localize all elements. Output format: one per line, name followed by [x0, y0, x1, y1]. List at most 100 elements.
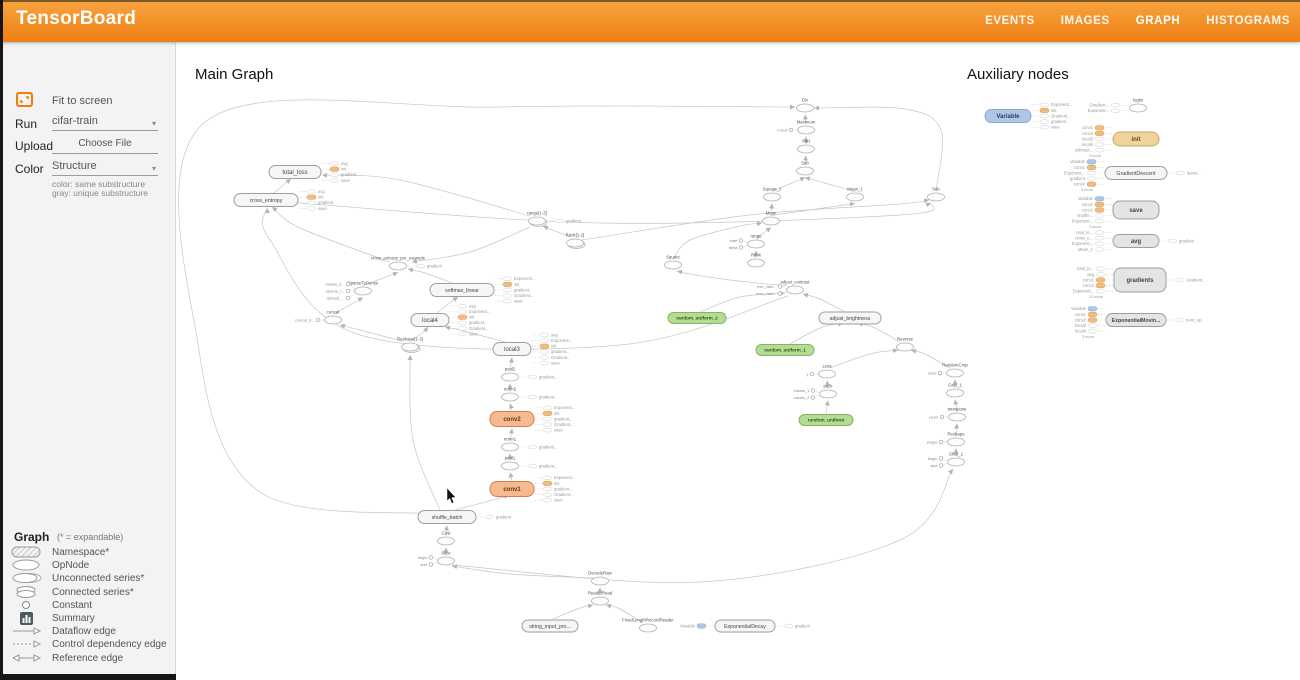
- graph-node-square[interactable]: Square: [664, 255, 682, 270]
- svg-text:3 more: 3 more: [1081, 187, 1093, 192]
- svg-text:RandomCrop: RandomCrop: [942, 363, 968, 368]
- graph-node-total_loss[interactable]: total_loss: [268, 165, 322, 179]
- svg-text:Exponent...: Exponent...: [1051, 102, 1072, 107]
- graph-node-square1[interactable]: Square_1: [763, 187, 782, 202]
- svg-text:gradient...: gradient...: [539, 444, 558, 449]
- graph-node-transpose[interactable]: transpose: [948, 407, 967, 422]
- svg-text:conv1: conv1: [1075, 312, 1087, 317]
- graph-node-ema[interactable]: ExponentialMovin...: [1105, 313, 1167, 327]
- graph-node-softmax_linear[interactable]: softmax_linear: [429, 283, 495, 297]
- graph-node-maximum[interactable]: Maximum: [797, 120, 816, 135]
- graph-node-gd[interactable]: GradientDescent: [1104, 166, 1168, 180]
- graph-node-mean[interactable]: Mean: [762, 211, 780, 226]
- svg-text:Variable: Variable: [996, 114, 1020, 120]
- node-stubs: gradient...: [547, 218, 585, 223]
- svg-text:local4: local4: [1082, 142, 1094, 147]
- legend-title: Graph: [14, 530, 50, 544]
- graph-node-rankc[interactable]: Rank: [747, 253, 765, 268]
- graph-node-reshape13[interactable]: Reshape[1-3]: [397, 337, 423, 353]
- graph-node-norm1[interactable]: norm1: [501, 437, 519, 452]
- upload-file-button[interactable]: Choose File: [52, 137, 158, 154]
- svg-text:Gradient...: Gradient...: [551, 355, 571, 360]
- svg-text:values_2: values_2: [793, 395, 810, 400]
- color-select[interactable]: Structure ▾: [52, 160, 158, 176]
- graph-node-range13[interactable]: range[1-3]: [527, 211, 548, 227]
- nav-tab-histograms[interactable]: HISTOGRAMS: [1206, 15, 1290, 27]
- nav-tab-graph[interactable]: GRAPH: [1135, 15, 1181, 27]
- svg-text:cross_entropy: cross_entropy: [250, 198, 283, 204]
- node-stubs: gradient...: [520, 374, 558, 379]
- svg-text:Div: Div: [802, 98, 809, 103]
- graph-canvas[interactable]: total_lossavginitgradientsavecross_entro…: [176, 42, 1300, 680]
- run-select[interactable]: cifar-train ▾: [52, 115, 158, 131]
- graph-node-pool2[interactable]: pool2: [501, 367, 519, 382]
- graph-node-string_input[interactable]: string_input_pro...: [521, 619, 579, 633]
- graph-node-less[interactable]: Less: [818, 364, 836, 379]
- svg-text:3 more: 3 more: [1089, 224, 1101, 229]
- graph-node-readerread[interactable]: ReaderRead: [588, 591, 613, 606]
- graph-node-cast[interactable]: Cast: [437, 531, 455, 546]
- svg-text:cross_e...: cross_e...: [1075, 236, 1093, 241]
- graph-node-ru1[interactable]: random_uniform_1: [755, 344, 815, 356]
- graph-node-adjust_brightness[interactable]: adjust_brightness: [818, 311, 882, 325]
- fit-to-screen-icon[interactable]: [16, 92, 33, 107]
- graph-node-sub1[interactable]: Sub: [796, 161, 814, 176]
- graph-node-local3[interactable]: local3: [492, 342, 532, 356]
- graph-node-save[interactable]: save: [1112, 200, 1160, 220]
- svg-text:Reshape: Reshape: [947, 432, 965, 437]
- svg-text:begin: begin: [418, 555, 428, 560]
- graph-node-ru2[interactable]: random_uniform_2: [667, 312, 727, 324]
- svg-text:save: save: [1051, 125, 1061, 130]
- svg-text:conv1: conv1: [1082, 125, 1094, 130]
- graph-node-ru0[interactable]: random_uniform: [798, 414, 854, 426]
- graph-node-conv2[interactable]: conv2: [489, 411, 535, 427]
- svg-text:local3: local3: [1082, 136, 1094, 141]
- graph-node-cross_entropy[interactable]: cross_entropy: [233, 193, 299, 207]
- graph-node-rank12[interactable]: Rank[1-2]: [566, 233, 586, 249]
- nav-tab-events[interactable]: EVENTS: [985, 15, 1035, 27]
- nav-tab-images[interactable]: IMAGES: [1060, 15, 1110, 27]
- svg-text:norm2: norm2: [504, 387, 517, 392]
- svg-text:avg: avg: [551, 332, 558, 337]
- svg-text:Const: Const: [777, 127, 788, 132]
- graph-node-reverse[interactable]: Reverse: [896, 337, 914, 352]
- graph-node-slice1[interactable]: Slice_1: [947, 452, 965, 467]
- graph-node-rangec[interactable]: range: [747, 234, 765, 249]
- graph-node-pack[interactable]: pack: [819, 384, 837, 399]
- graph-node-decoderaw[interactable]: DecodeRaw: [588, 571, 613, 586]
- graph-node-cast1[interactable]: Cast_1: [946, 383, 964, 398]
- graph-node-avg[interactable]: avg: [1112, 234, 1160, 248]
- svg-text:Variable: Variable: [1070, 159, 1086, 164]
- graph-node-local4[interactable]: local4: [410, 313, 450, 327]
- fit-to-screen-label[interactable]: Fit to screen: [52, 95, 113, 107]
- graph-node-randomcrop[interactable]: RandomCrop: [942, 363, 968, 378]
- graph-node-logits[interactable]: logits: [1129, 98, 1147, 113]
- graph-node-shuffle_batch[interactable]: shuffle_batch: [417, 510, 477, 524]
- graph-node-gradients[interactable]: gradients: [1113, 267, 1167, 293]
- graph-node-sqrt[interactable]: Sqrt: [797, 139, 815, 154]
- graph-node-sparsetodense[interactable]: SparseToDense: [348, 281, 379, 296]
- graph-node-adjust_contrast[interactable]: adjust_contrast: [780, 280, 810, 295]
- svg-text:12 more: 12 more: [1089, 294, 1103, 299]
- node-stubs: Gradient...: [1167, 277, 1206, 282]
- svg-text:conv2: conv2: [1075, 317, 1087, 322]
- svg-text:Slice: Slice: [441, 551, 451, 556]
- graph-node-variable[interactable]: Variable: [984, 109, 1032, 123]
- graph-node-fixedlength[interactable]: FixedLengthRecordReader: [622, 618, 674, 633]
- svg-text:max_valu...: max_valu...: [756, 291, 776, 296]
- graph-node-norm2[interactable]: norm2: [501, 387, 519, 402]
- graph-node-reshape_r[interactable]: Reshape: [947, 432, 965, 447]
- graph-node-conv1[interactable]: conv1: [489, 481, 535, 497]
- node-inputs: begin size: [418, 555, 440, 567]
- graph-node-pool1[interactable]: pool1: [501, 456, 519, 471]
- graph-node-init[interactable]: init: [1112, 131, 1160, 147]
- graph-node-cepe[interactable]: cross_entropy_per_example: [371, 256, 426, 271]
- graph-node-subr[interactable]: Sub: [927, 187, 945, 202]
- graph-node-concat[interactable]: concat: [324, 310, 342, 325]
- graph-node-exponentialdecay[interactable]: ExponentialDecay: [714, 619, 776, 633]
- graph-node-slice[interactable]: Slice: [437, 551, 455, 566]
- graph-node-div[interactable]: Div: [796, 98, 814, 113]
- svg-text:conv2: conv2: [1082, 131, 1094, 136]
- graph-node-mean1[interactable]: Mean_1: [846, 187, 864, 202]
- svg-text:Variable: Variable: [1078, 196, 1094, 201]
